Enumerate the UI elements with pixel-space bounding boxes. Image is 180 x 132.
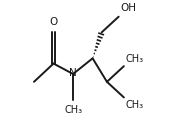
Text: N: N <box>69 68 77 78</box>
Text: CH₃: CH₃ <box>64 105 82 115</box>
Text: OH: OH <box>120 3 136 13</box>
Text: O: O <box>49 17 58 27</box>
Text: CH₃: CH₃ <box>125 54 144 64</box>
Text: CH₃: CH₃ <box>125 100 144 110</box>
